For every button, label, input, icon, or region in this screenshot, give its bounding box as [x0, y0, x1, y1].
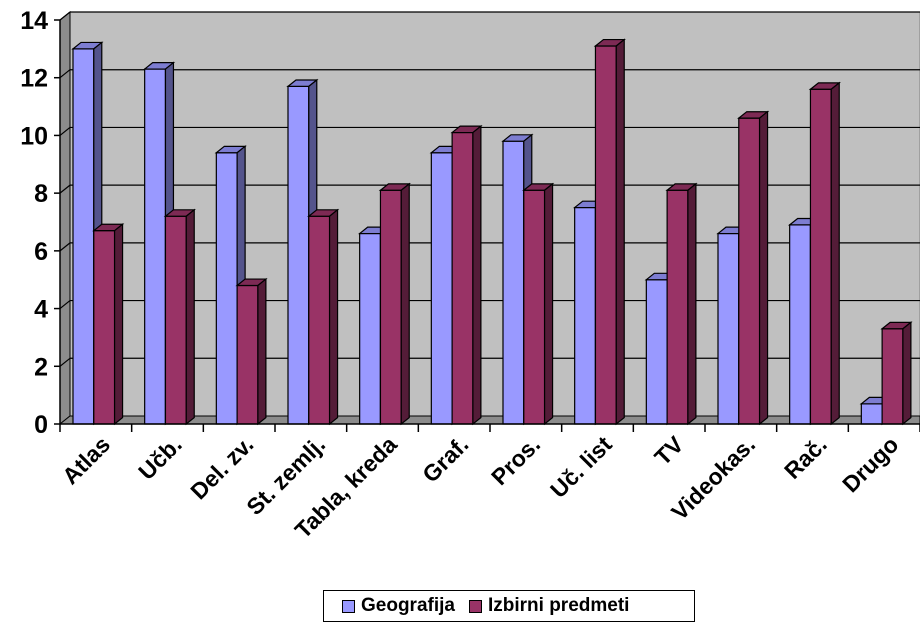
legend-item-geografija: Geografija	[342, 595, 455, 617]
x-tick-label: TV	[649, 431, 689, 471]
gridline-diag	[59, 69, 71, 79]
bar-front	[502, 140, 525, 425]
bar-side	[400, 182, 410, 426]
bar-izbirni-predmeti-9	[737, 110, 770, 426]
bar-izbirni-predmeti-2	[235, 277, 268, 426]
bar-front	[308, 215, 331, 425]
bar-izbirni-predmeti-1	[163, 208, 196, 426]
bar-front	[93, 230, 116, 425]
bar-izbirni-predmeti-3	[307, 208, 340, 426]
bar-front	[574, 206, 597, 425]
bar-front	[164, 215, 187, 425]
bar-side	[830, 81, 840, 426]
y-tick-label: 2	[34, 353, 48, 381]
legend: Geografija Izbirni predmeti	[323, 590, 695, 622]
bar-side	[902, 321, 912, 426]
bar-izbirni-predmeti-4	[378, 182, 411, 426]
bar-front	[144, 68, 167, 425]
bar-front	[379, 189, 402, 425]
bar-side	[185, 208, 195, 426]
gridline-diag	[59, 11, 71, 21]
y-tick-label: 8	[34, 180, 48, 208]
bar-front	[359, 232, 382, 425]
bar-izbirni-predmeti-5	[450, 124, 483, 426]
y-tick-label: 14	[20, 7, 48, 35]
bar-izbirni-predmeti-6	[522, 182, 555, 426]
bar-front	[738, 117, 761, 425]
bar-front	[523, 189, 546, 425]
legend-label-geografija: Geografija	[361, 595, 455, 616]
bar-front	[809, 88, 832, 425]
x-tick-label: Učb.	[133, 431, 187, 485]
gridlines	[59, 11, 920, 367]
gridline-diag	[59, 184, 71, 194]
bar-side	[257, 277, 267, 426]
y-tick-label: 12	[20, 65, 48, 93]
bar-izbirni-predmeti-7	[593, 38, 626, 426]
legend-swatch-geografija	[342, 599, 355, 613]
y-tick-labels: 0 2 4 6 8 10 12 14	[20, 7, 48, 439]
x-tick-label: Atlas	[57, 431, 115, 489]
bar-front	[860, 403, 883, 425]
x-tick-label: Pros.	[486, 431, 545, 490]
bar-front	[430, 152, 453, 425]
gridline-diag	[59, 242, 71, 252]
bar-side	[687, 182, 697, 426]
bar-front	[881, 328, 904, 425]
x-tick-label: Drugo	[837, 431, 903, 497]
x-tick-label: Del. zv.	[185, 431, 258, 504]
y-tick-label: 6	[34, 238, 48, 266]
bar-front	[645, 279, 668, 425]
bar-front	[717, 232, 740, 425]
bar-front	[666, 189, 689, 425]
x-tick-label: Uč. list	[545, 431, 617, 503]
bar-front	[72, 48, 95, 425]
x-tick-labels: Atlas Učb.Del. zv.St. zemlj.Tabla, kreda G…	[57, 431, 903, 544]
bar-side	[113, 223, 124, 426]
legend-item-izbirni-predmeti: Izbirni predmeti	[468, 595, 630, 617]
bars	[71, 38, 913, 426]
x-tick-label: Graf.	[417, 431, 473, 487]
legend-label-izbirni-predmeti: Izbirni predmeti	[487, 595, 630, 616]
bar-izbirni-predmeti-8	[665, 182, 698, 426]
axes	[54, 19, 920, 432]
bar-side	[758, 110, 769, 426]
bar-izbirni-predmeti-10	[808, 81, 841, 426]
bar-front	[594, 45, 617, 425]
y-tick-label: 4	[34, 296, 48, 324]
bar-front	[789, 224, 812, 425]
y-tick-label: 10	[20, 122, 48, 150]
bar-side	[543, 182, 554, 426]
bar-izbirni-predmeti-11	[880, 321, 913, 426]
bar-izbirni-predmeti-0	[92, 223, 125, 426]
bar-side	[328, 208, 339, 426]
gridline-diag	[59, 300, 71, 310]
plot-area	[58, 10, 920, 426]
legend-swatch-izbirni-predmeti	[468, 599, 482, 613]
gridline-diag	[59, 126, 71, 136]
bar-front	[451, 131, 474, 425]
bar-side	[615, 38, 625, 426]
y-tick-label: 0	[34, 411, 48, 439]
x-tick-label: Rač.	[779, 431, 832, 484]
bar-side	[472, 124, 482, 426]
bar-front	[236, 284, 259, 425]
bar-front	[287, 85, 310, 425]
gridline-diag	[59, 357, 71, 367]
bar-front	[215, 152, 238, 425]
